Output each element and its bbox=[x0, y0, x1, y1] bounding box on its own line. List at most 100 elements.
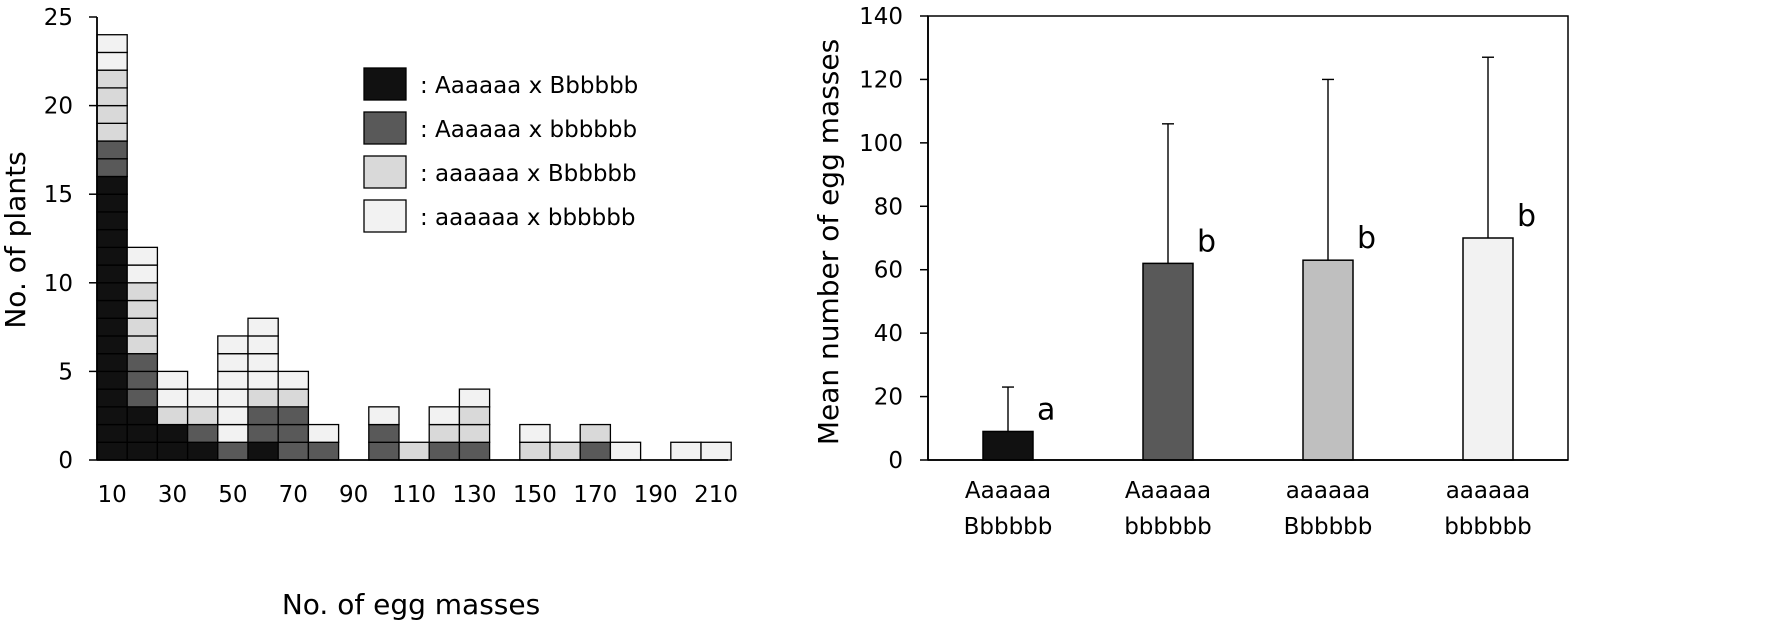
histogram-bar-segment bbox=[126, 264, 159, 284]
histogram-bar-segment bbox=[96, 69, 128, 89]
significance-letter: b bbox=[1197, 224, 1216, 259]
histogram-y-tick-label: 15 bbox=[44, 182, 73, 208]
bar-y-tick-label: 20 bbox=[874, 385, 903, 411]
bar-y-axis-label: Mean number of egg masses bbox=[812, 39, 845, 445]
histogram-bar-segment bbox=[368, 423, 400, 443]
histogram-bar-segment bbox=[458, 441, 491, 461]
significance-letter: b bbox=[1517, 199, 1536, 234]
legend-swatch bbox=[363, 199, 407, 233]
histogram-bar-segment bbox=[277, 370, 310, 390]
histogram-bar-segment bbox=[186, 406, 219, 426]
histogram-y-tick-label: 5 bbox=[58, 359, 73, 385]
histogram-bar-segment bbox=[428, 423, 461, 443]
histogram-bar-segment bbox=[156, 388, 189, 408]
histogram-bar-segment bbox=[96, 87, 128, 107]
histogram-x-tick-label: 10 bbox=[97, 482, 126, 508]
histogram-bar-segment bbox=[96, 370, 128, 390]
histogram-bar-segment bbox=[96, 317, 128, 337]
histogram-bar-segment bbox=[96, 34, 128, 54]
histogram-bar-segment bbox=[186, 441, 219, 461]
histogram-bar-segment bbox=[458, 388, 491, 408]
histogram-bar-segment bbox=[217, 406, 249, 426]
histogram-bar-segment bbox=[96, 211, 128, 231]
mean-bars: a b b b bbox=[982, 56, 1536, 461]
histogram-bar-segment bbox=[247, 353, 279, 373]
histogram-bar-segment bbox=[247, 406, 279, 426]
histogram-bar-segment bbox=[156, 406, 189, 426]
bar-category-label-line2: Bbbbbb bbox=[1284, 514, 1373, 540]
histogram-bar-segment bbox=[126, 317, 159, 337]
histogram-bar-segment bbox=[96, 353, 128, 373]
histogram-bar-segment bbox=[96, 264, 128, 284]
histogram-bar-segment bbox=[96, 122, 128, 142]
mean-bar bbox=[1142, 262, 1194, 461]
legend-label: : aaaaaa x Bbbbbb bbox=[420, 161, 637, 187]
histogram-x-tick-label: 130 bbox=[453, 482, 497, 508]
histogram-bar-segment bbox=[96, 51, 128, 71]
bar-category-label-line1: aaaaaa bbox=[1446, 478, 1531, 504]
histogram-bar-segment bbox=[186, 388, 219, 408]
histogram-x-tick-label: 170 bbox=[573, 482, 617, 508]
bar-y-ticks: 0 20 40 60 80 100 120 140 bbox=[859, 4, 928, 474]
histogram-y-tick-label: 20 bbox=[44, 94, 73, 120]
histogram-bar-segment bbox=[96, 104, 128, 124]
histogram-y-tick-label: 0 bbox=[58, 448, 73, 474]
histogram-bar-segment bbox=[156, 370, 189, 390]
histogram-bar-segment bbox=[126, 406, 159, 426]
histogram-bar-segment bbox=[96, 335, 128, 355]
histogram-y-tick-label: 10 bbox=[44, 271, 73, 297]
histogram-bar-segment bbox=[247, 423, 279, 443]
bar-y-tick-label: 40 bbox=[874, 321, 903, 347]
histogram-bar-segment bbox=[156, 441, 189, 461]
histogram-bar-segment bbox=[186, 423, 219, 443]
histogram-bar-segment bbox=[247, 441, 279, 461]
histogram-bar-segment bbox=[96, 423, 128, 443]
legend-label: : Aaaaaa x Bbbbbb bbox=[420, 73, 638, 99]
histogram-bar-segment bbox=[96, 406, 128, 426]
histogram-bar-segment bbox=[307, 423, 340, 443]
histogram-x-tick-label: 190 bbox=[634, 482, 678, 508]
histogram-bar-segment bbox=[126, 246, 159, 266]
histogram-bar-segment bbox=[247, 370, 279, 390]
histogram-bar-segment bbox=[247, 335, 279, 355]
histogram-bar-segment bbox=[368, 406, 400, 426]
bar-y-tick-label: 60 bbox=[874, 258, 903, 284]
histogram-legend: : Aaaaaa x Bbbbbb : Aaaaaa x bbbbbb : aaaa… bbox=[363, 67, 638, 233]
histogram-bar-segment bbox=[126, 370, 159, 390]
histogram-x-tick-label: 70 bbox=[279, 482, 308, 508]
bar-category-label-line1: Aaaaaa bbox=[1125, 478, 1211, 504]
histogram-bar-segment bbox=[277, 406, 310, 426]
histogram-bar-segment bbox=[96, 193, 128, 213]
histogram-x-tick-label: 50 bbox=[218, 482, 247, 508]
histogram-bar-segment bbox=[368, 441, 400, 461]
histogram-bar-segment bbox=[126, 335, 159, 355]
mean-bar bbox=[982, 430, 1034, 461]
histogram-bar-segment bbox=[96, 282, 128, 302]
histogram-bar-segment bbox=[458, 406, 491, 426]
histogram-bar-segment bbox=[277, 441, 310, 461]
legend-swatch bbox=[363, 155, 407, 189]
histogram-bar-segment bbox=[96, 388, 128, 408]
histogram-y-ticks: 0 5 10 15 20 25 bbox=[44, 5, 97, 474]
histogram-bar-segment bbox=[96, 246, 128, 266]
legend-label: : Aaaaaa x bbbbbb bbox=[420, 117, 637, 143]
bar-category-label-line2: Bbbbbb bbox=[964, 514, 1053, 540]
histogram-bar-segment bbox=[126, 441, 159, 461]
histogram-bar-segment bbox=[217, 441, 249, 461]
histogram-bar-segment bbox=[96, 299, 128, 319]
histogram-bar-segment bbox=[217, 353, 249, 373]
histogram-x-tick-label: 110 bbox=[392, 482, 436, 508]
histogram-bar-segment bbox=[519, 423, 551, 443]
histogram-bar-segment bbox=[126, 282, 159, 302]
legend-swatch bbox=[363, 67, 407, 101]
bar-y-tick-label: 80 bbox=[874, 194, 903, 220]
histogram-bar-segment bbox=[247, 388, 279, 408]
histogram-bar-segment bbox=[609, 441, 642, 461]
histogram-bar-segment bbox=[428, 406, 461, 426]
mean-bar bbox=[1462, 237, 1514, 461]
histogram-bar-segment bbox=[217, 335, 249, 355]
histogram-y-tick-label: 25 bbox=[44, 5, 73, 31]
histogram-x-axis-label: No. of egg masses bbox=[282, 588, 540, 621]
